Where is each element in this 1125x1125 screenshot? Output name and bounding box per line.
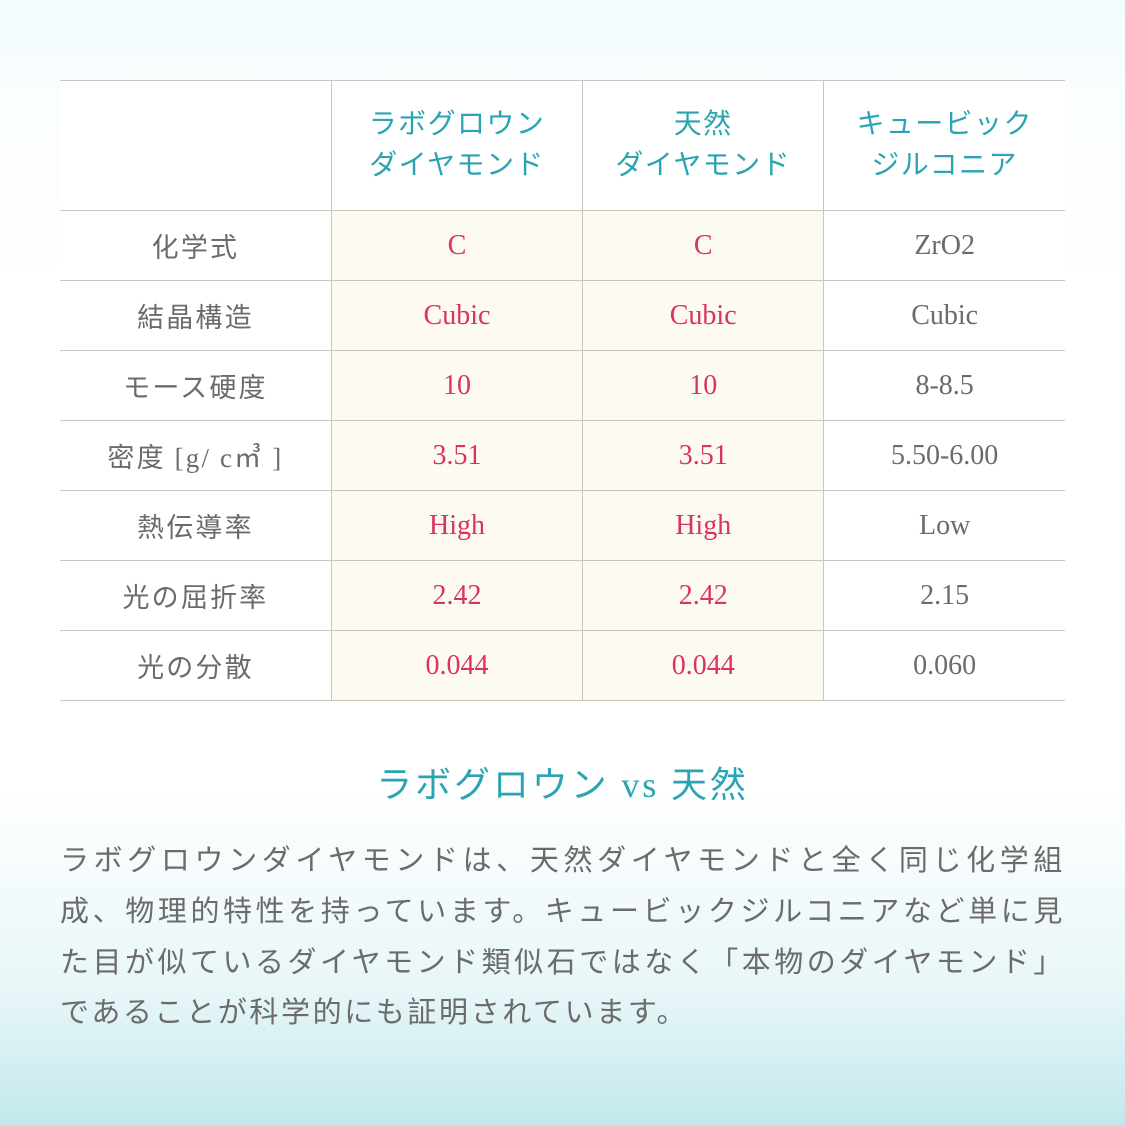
cell: Cubic <box>824 281 1065 351</box>
col-header-line1: キュービック <box>856 109 1032 140</box>
cell: 3.51 <box>331 421 582 491</box>
row-label: モース硬度 <box>60 351 331 421</box>
table-row: モース硬度 10 10 8-8.5 <box>60 351 1065 421</box>
cell: 8-8.5 <box>824 351 1065 421</box>
table-row: 光の分散 0.044 0.044 0.060 <box>60 631 1065 701</box>
table-row: 光の屈折率 2.42 2.42 2.15 <box>60 561 1065 631</box>
col-header-labgrown: ラボグロウン ダイヤモンド <box>331 81 582 211</box>
cell: 10 <box>583 351 824 421</box>
row-label: 化学式 <box>60 211 331 281</box>
col-header-line1: 天然 <box>674 109 733 140</box>
table-row: 化学式 C C ZrO2 <box>60 211 1065 281</box>
col-header-line2: ダイヤモンド <box>369 150 545 181</box>
section-heading: ラボグロウン vs 天然 <box>60 756 1065 808</box>
cell: C <box>583 211 824 281</box>
col-header-line2: ダイヤモンド <box>615 150 791 181</box>
cell: Cubic <box>331 281 582 351</box>
row-label: 光の屈折率 <box>60 561 331 631</box>
row-label: 結晶構造 <box>60 281 331 351</box>
row-label: 密度 [g/ c㎥ ] <box>60 421 331 491</box>
table-corner-cell <box>60 81 331 211</box>
table-row: 密度 [g/ c㎥ ] 3.51 3.51 5.50-6.00 <box>60 421 1065 491</box>
table-row: 熱伝導率 High High Low <box>60 491 1065 561</box>
cell: 5.50-6.00 <box>824 421 1065 491</box>
cell: 0.060 <box>824 631 1065 701</box>
table-row: 結晶構造 Cubic Cubic Cubic <box>60 281 1065 351</box>
col-header-cz: キュービック ジルコニア <box>824 81 1065 211</box>
cell: 2.42 <box>583 561 824 631</box>
col-header-line2: ジルコニア <box>871 150 1017 181</box>
cell: C <box>331 211 582 281</box>
comparison-table: ラボグロウン ダイヤモンド 天然 ダイヤモンド キュービック ジルコニア 化学式… <box>60 80 1065 701</box>
row-label: 熱伝導率 <box>60 491 331 561</box>
col-header-natural: 天然 ダイヤモンド <box>583 81 824 211</box>
cell: High <box>583 491 824 561</box>
table-header-row: ラボグロウン ダイヤモンド 天然 ダイヤモンド キュービック ジルコニア <box>60 81 1065 211</box>
cell: 2.42 <box>331 561 582 631</box>
col-header-line1: ラボグロウン <box>369 109 545 140</box>
row-label: 光の分散 <box>60 631 331 701</box>
cell: 10 <box>331 351 582 421</box>
cell: 3.51 <box>583 421 824 491</box>
cell: ZrO2 <box>824 211 1065 281</box>
cell: High <box>331 491 582 561</box>
cell: Cubic <box>583 281 824 351</box>
cell: 2.15 <box>824 561 1065 631</box>
cell: 0.044 <box>331 631 582 701</box>
body-paragraph: ラボグロウンダイヤモンドは、天然ダイヤモンドと全く同じ化学組成、物理的特性を持っ… <box>60 836 1065 1039</box>
cell: 0.044 <box>583 631 824 701</box>
cell: Low <box>824 491 1065 561</box>
